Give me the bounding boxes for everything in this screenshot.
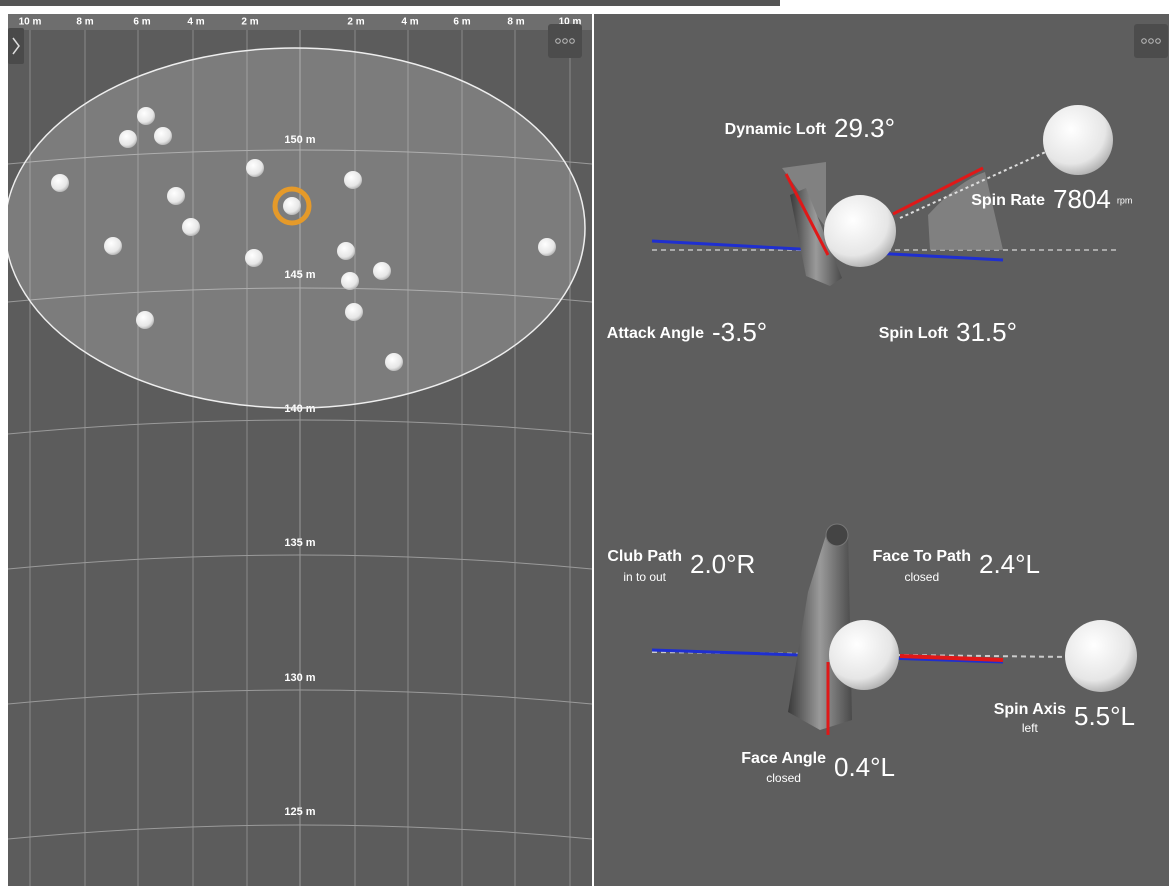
metrics-view: Dynamic Loft 29.3° Spin Rate 7804 rpm Attack … xyxy=(607,105,1137,785)
golf-ball xyxy=(1043,105,1113,175)
shot-ball xyxy=(345,303,363,321)
more-dot xyxy=(1141,38,1147,44)
shot-ball xyxy=(245,249,263,267)
dispersion-ellipse xyxy=(8,47,586,409)
more-dot xyxy=(562,38,568,44)
metric-note: closed xyxy=(766,771,801,785)
grid-line xyxy=(8,149,592,165)
ruler xyxy=(8,14,592,30)
spin-arc xyxy=(928,172,1003,250)
grid-line xyxy=(8,554,592,570)
metric-note: left xyxy=(1022,721,1039,735)
shot-ball xyxy=(246,159,264,177)
metric-label: Spin Rate xyxy=(971,192,1045,209)
metric-value: 2.0°R xyxy=(690,549,755,579)
ruler-label: 4 m xyxy=(187,17,204,28)
shot-ball xyxy=(154,127,172,145)
collapse-button[interactable] xyxy=(8,28,24,64)
grid-line xyxy=(8,824,592,840)
shot-ball xyxy=(373,262,391,280)
distance-label: 150 m xyxy=(284,134,315,146)
metric-note: closed xyxy=(904,570,939,584)
shot-ball xyxy=(337,242,355,260)
metric-label: Spin Loft xyxy=(879,325,949,342)
shot-ball xyxy=(137,107,155,125)
shot-ball xyxy=(182,218,200,236)
ruler-label: 2 m xyxy=(241,17,258,28)
metric-value: 7804 xyxy=(1053,184,1111,214)
shot-ball xyxy=(283,197,301,215)
face-to-path-line xyxy=(899,654,1004,662)
golf-ball xyxy=(829,620,899,690)
distance-label: 130 m xyxy=(284,672,315,684)
metric-label: Club Path xyxy=(607,548,682,565)
grid-line xyxy=(8,287,592,303)
top-bar xyxy=(0,0,780,6)
ruler-label: 4 m xyxy=(401,17,418,28)
metric-value: -3.5° xyxy=(712,317,767,347)
more-dot xyxy=(1155,38,1161,44)
shot-ball xyxy=(136,311,154,329)
club-head xyxy=(790,188,842,286)
more-dot xyxy=(555,38,561,44)
more-button[interactable] xyxy=(548,24,582,58)
golf-ball xyxy=(1065,620,1137,692)
metric-label: Dynamic Loft xyxy=(725,121,827,138)
ruler-label: 8 m xyxy=(507,17,524,28)
ruler-label: 2 m xyxy=(347,17,364,28)
face-line xyxy=(784,173,830,256)
metric-value: 29.3° xyxy=(834,113,895,143)
metric-note: in to out xyxy=(623,570,666,584)
selected-shot-ring xyxy=(272,186,312,226)
dispersion-view: 10 m 8 m 6 m 4 m 2 m 2 m 4 m 6 m 8 m 10 m 150 m 145… xyxy=(8,14,592,886)
ruler-label: 8 m xyxy=(76,17,93,28)
ruler-label: 6 m xyxy=(453,17,470,28)
ruler-label: 6 m xyxy=(133,17,150,28)
chevron-icon xyxy=(12,37,20,55)
golf-ball xyxy=(824,195,896,267)
more-dot xyxy=(569,38,575,44)
metric-unit: rpm xyxy=(1117,195,1133,205)
shot-ball xyxy=(104,237,122,255)
grid-line xyxy=(8,689,592,705)
metric-label: Face To Path xyxy=(873,548,971,565)
distance-label: 145 m xyxy=(284,269,315,281)
shot-ball xyxy=(344,171,362,189)
ruler-label: 10 m xyxy=(19,17,42,28)
shot-ball xyxy=(167,187,185,205)
shot-ball xyxy=(51,174,69,192)
distance-label: 135 m xyxy=(284,537,315,549)
metric-label: Attack Angle xyxy=(607,325,704,342)
metric-value: 0.4°L xyxy=(834,752,895,782)
club-head xyxy=(788,532,852,730)
metric-label: Face Angle xyxy=(741,750,826,767)
shot-ball xyxy=(341,272,359,290)
metric-value: 5.5°L xyxy=(1074,701,1135,731)
more-dot xyxy=(1148,38,1154,44)
shaft-top xyxy=(825,523,849,547)
grid-line xyxy=(8,419,592,435)
shot-ball xyxy=(385,353,403,371)
shot-ball xyxy=(538,238,556,256)
distance-label: 125 m xyxy=(284,806,315,818)
metric-label: Spin Axis xyxy=(994,701,1066,718)
shot-ball xyxy=(119,130,137,148)
more-button[interactable] xyxy=(1134,24,1168,58)
metric-value: 31.5° xyxy=(956,317,1017,347)
distance-label: 140 m xyxy=(284,403,315,415)
metric-value: 2.4°L xyxy=(979,549,1040,579)
spin-loft-line xyxy=(892,166,984,216)
ruler-label: 10 m xyxy=(559,17,582,28)
